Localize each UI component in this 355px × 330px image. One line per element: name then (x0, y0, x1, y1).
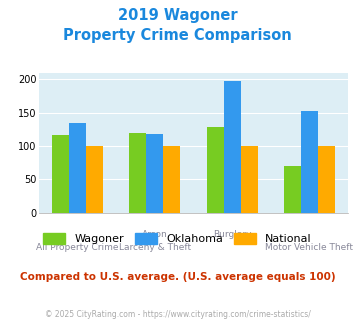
Bar (318, 146, 335, 213)
Bar (52, 135, 69, 213)
Bar (284, 166, 301, 213)
Text: 2019 Wagoner: 2019 Wagoner (118, 8, 237, 23)
Text: All Property Crime: All Property Crime (37, 244, 119, 252)
Bar (301, 111, 318, 213)
Text: © 2025 CityRating.com - https://www.cityrating.com/crime-statistics/: © 2025 CityRating.com - https://www.city… (45, 310, 310, 319)
Bar (129, 133, 146, 213)
Text: Property Crime Comparison: Property Crime Comparison (63, 28, 292, 43)
Legend: Wagoner, Oklahoma, National: Wagoner, Oklahoma, National (39, 228, 316, 248)
Bar (207, 127, 224, 213)
Bar (224, 81, 241, 213)
Bar (146, 134, 163, 213)
Text: Compared to U.S. average. (U.S. average equals 100): Compared to U.S. average. (U.S. average … (20, 272, 335, 282)
Bar (86, 146, 103, 213)
Bar (69, 123, 86, 213)
Text: Motor Vehicle Theft: Motor Vehicle Theft (265, 244, 353, 252)
Text: Burglary: Burglary (213, 230, 251, 239)
Bar (241, 146, 258, 213)
Bar (163, 146, 180, 213)
Text: Arson: Arson (142, 230, 168, 239)
Text: Larceny & Theft: Larceny & Theft (119, 244, 191, 252)
